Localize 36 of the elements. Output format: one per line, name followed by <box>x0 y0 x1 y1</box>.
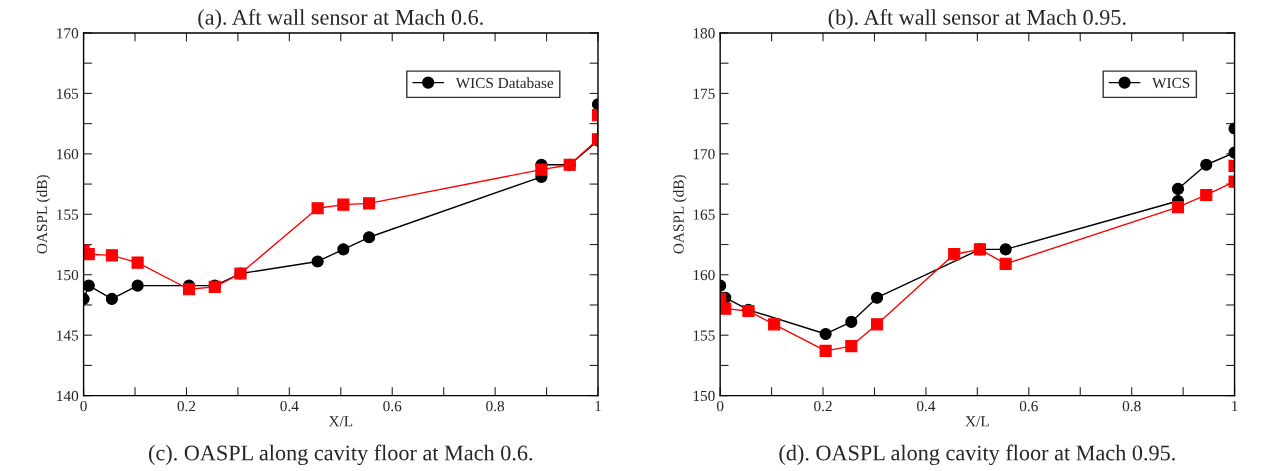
x-tick-label: 0.6 <box>383 400 402 412</box>
y-tick-label: 170 <box>57 28 79 39</box>
y-axis-title: OASPL (dB) <box>672 175 687 254</box>
x-axis-title: X/L <box>328 416 353 427</box>
x-tick-label: 0.8 <box>486 400 505 412</box>
x-tick-label: 0 <box>716 400 724 412</box>
chart-title: (a). Aft wall sensor at Mach 0.6. <box>198 8 483 30</box>
y-tick-label: 150 <box>693 390 715 402</box>
x-tick-label: 0.2 <box>177 400 196 412</box>
y-tick-label: 155 <box>693 330 715 341</box>
y-tick-label: 150 <box>57 269 79 281</box>
text: (d). OASPL along cavity floor at Mach 0.95. <box>779 444 1175 466</box>
x-tick-label: 0.8 <box>1122 400 1141 412</box>
legend-label: WICS Database <box>455 77 554 89</box>
x-axis-title: X/L <box>965 416 989 427</box>
x-tick-label: 0.2 <box>814 400 832 412</box>
x-tick-label: 0.6 <box>1019 400 1038 412</box>
x-tick-label: 0.4 <box>916 400 936 412</box>
y-tick-label: 145 <box>57 330 79 341</box>
x-tick-label: 1 <box>595 401 601 412</box>
y-tick-label: 160 <box>693 269 715 281</box>
x-tick-label: 0.4 <box>280 400 299 412</box>
text: (c). OASPL along cavity floor at Mach 0.6. <box>149 444 533 466</box>
y-tick-label: 170 <box>693 149 715 160</box>
y-axis-title: OASPL (dB) <box>36 175 51 254</box>
y-tick-label: 165 <box>57 88 79 99</box>
y-tick-label: 175 <box>693 88 715 99</box>
x-tick-label: 1 <box>1232 401 1238 412</box>
chart-title: (b). Aft wall sensor at Mach 0.95. <box>828 8 1126 30</box>
y-tick-label: 140 <box>57 390 79 402</box>
y-tick-label: 155 <box>57 209 79 220</box>
x-tick-label: 0 <box>80 400 87 412</box>
legend-label: WICS <box>1152 77 1190 89</box>
y-tick-label: 165 <box>693 209 715 220</box>
y-tick-label: 160 <box>57 149 79 160</box>
y-tick-label: 180 <box>693 28 715 39</box>
